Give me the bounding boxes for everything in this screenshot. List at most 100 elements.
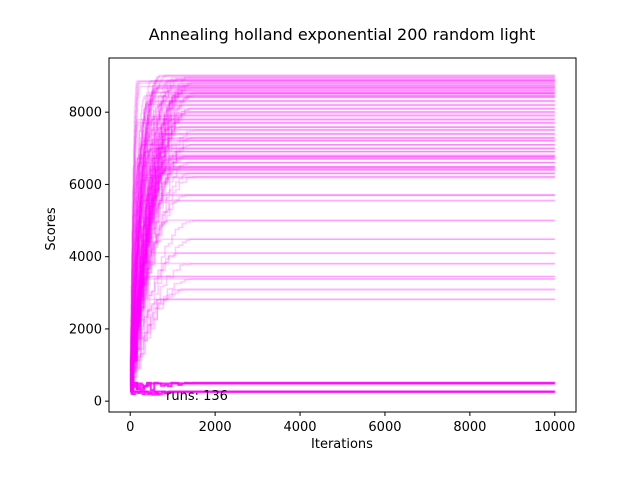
run-line xyxy=(130,84,555,385)
run-line xyxy=(130,137,555,390)
y-tick-label: 2000 xyxy=(69,322,102,337)
x-tick-label: 4000 xyxy=(283,420,316,435)
run-line xyxy=(130,150,555,388)
run-line xyxy=(130,167,555,383)
run-line xyxy=(130,166,555,393)
run-line xyxy=(130,108,555,389)
run-line xyxy=(130,93,555,387)
run-line xyxy=(130,89,555,390)
run-line xyxy=(130,110,555,384)
run-line xyxy=(130,263,555,390)
run-line xyxy=(130,298,555,390)
run-line xyxy=(130,114,555,390)
run-line xyxy=(130,94,555,392)
x-tick-label: 0 xyxy=(126,420,134,435)
run-line xyxy=(130,252,555,386)
run-line xyxy=(129,121,555,389)
run-line xyxy=(130,156,555,388)
run-line xyxy=(130,158,555,391)
y-tick-label: 8000 xyxy=(69,106,102,121)
run-line xyxy=(130,172,555,386)
run-line xyxy=(130,144,555,386)
run-line xyxy=(130,147,555,390)
run-line xyxy=(130,77,555,383)
run-line xyxy=(130,199,555,383)
run-line xyxy=(130,194,555,390)
run-line xyxy=(130,82,555,383)
y-tick-label: 0 xyxy=(94,395,102,410)
chart-title: Annealing holland exponential 200 random… xyxy=(149,25,536,44)
run-line xyxy=(130,176,555,393)
run-line xyxy=(130,122,555,389)
run-line xyxy=(130,126,555,385)
run-line xyxy=(130,150,555,383)
run-line xyxy=(130,84,555,393)
run-line xyxy=(130,194,555,392)
run-line xyxy=(130,91,555,383)
run-line xyxy=(130,104,555,392)
run-line xyxy=(130,86,555,389)
run-line xyxy=(129,157,555,383)
run-line xyxy=(130,219,555,390)
run-line xyxy=(130,278,555,388)
run-line xyxy=(130,89,555,383)
run-line xyxy=(130,99,555,385)
axes-layer: 0 2000 4000 6000 8000 10000 0 2000 4000 6000 8000 xyxy=(69,57,577,435)
run-line xyxy=(130,175,555,385)
run-line xyxy=(130,74,555,385)
run-line xyxy=(130,158,555,390)
run-line xyxy=(130,76,555,392)
run-line xyxy=(129,161,555,388)
run-line xyxy=(130,87,555,390)
plot-area xyxy=(109,58,576,412)
run-line xyxy=(130,84,555,383)
run-line xyxy=(130,172,555,384)
run-line xyxy=(130,115,555,390)
run-line xyxy=(130,136,555,384)
run-line xyxy=(130,87,555,384)
run-line xyxy=(130,161,555,387)
run-line xyxy=(130,86,555,391)
run-line xyxy=(129,80,555,391)
run-line xyxy=(130,103,555,388)
run-line xyxy=(130,175,555,387)
run-line xyxy=(130,129,555,387)
run-line xyxy=(130,119,555,392)
run-line xyxy=(130,92,555,384)
run-line xyxy=(130,133,555,392)
x-tick-label: 2000 xyxy=(199,420,232,435)
run-line xyxy=(130,94,555,393)
run-line xyxy=(130,166,555,392)
run-line xyxy=(129,165,555,386)
axes-frame xyxy=(108,57,577,413)
run-line xyxy=(130,144,555,387)
run-line xyxy=(129,80,555,391)
run-line xyxy=(130,126,555,387)
run-line xyxy=(130,275,555,392)
run-line xyxy=(130,78,555,390)
run-line xyxy=(130,165,555,384)
run-line xyxy=(130,91,555,384)
run-line xyxy=(130,95,555,387)
x-axis-label: Iterations xyxy=(311,437,373,452)
run-line xyxy=(130,126,555,392)
run-line xyxy=(130,381,555,391)
y-tick-label: 6000 xyxy=(69,178,102,193)
run-line xyxy=(130,155,555,386)
run-line xyxy=(129,118,555,391)
run-line xyxy=(130,156,555,385)
run-line xyxy=(130,193,555,391)
run-line xyxy=(130,104,555,391)
run-line xyxy=(130,147,555,393)
run-line xyxy=(130,238,555,391)
run-line xyxy=(130,122,555,393)
x-tick-label: 8000 xyxy=(453,420,486,435)
run-line xyxy=(129,155,555,388)
run-line xyxy=(129,82,555,384)
run-line xyxy=(130,139,555,391)
run-line xyxy=(130,128,555,386)
run-line xyxy=(130,161,555,388)
run-line xyxy=(130,82,555,391)
run-line xyxy=(130,169,555,390)
